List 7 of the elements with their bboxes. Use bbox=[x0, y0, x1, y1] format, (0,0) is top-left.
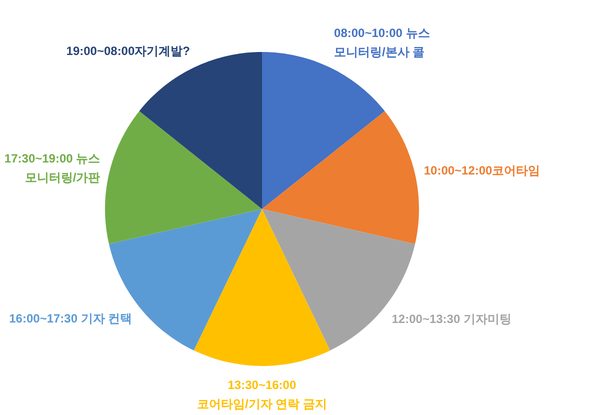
slice-label: 16:00~17:30 기자 컨택 bbox=[9, 312, 132, 326]
slice-label: 12:00~13:30 기자미팅 bbox=[392, 312, 512, 326]
slice-label: 13:30~16:00 코어타임/기자 연락 금지 bbox=[196, 378, 327, 411]
slice-label: 10:00~12:00코어타임 bbox=[424, 163, 540, 178]
slice-label: 17:30~19:00 뉴스 모니터링/가판 bbox=[4, 152, 100, 185]
slice-label: 19:00~08:00자기계발? bbox=[66, 44, 190, 58]
slice-label: 08:00~10:00 뉴스 모니터링/본사 콜 bbox=[334, 26, 430, 60]
